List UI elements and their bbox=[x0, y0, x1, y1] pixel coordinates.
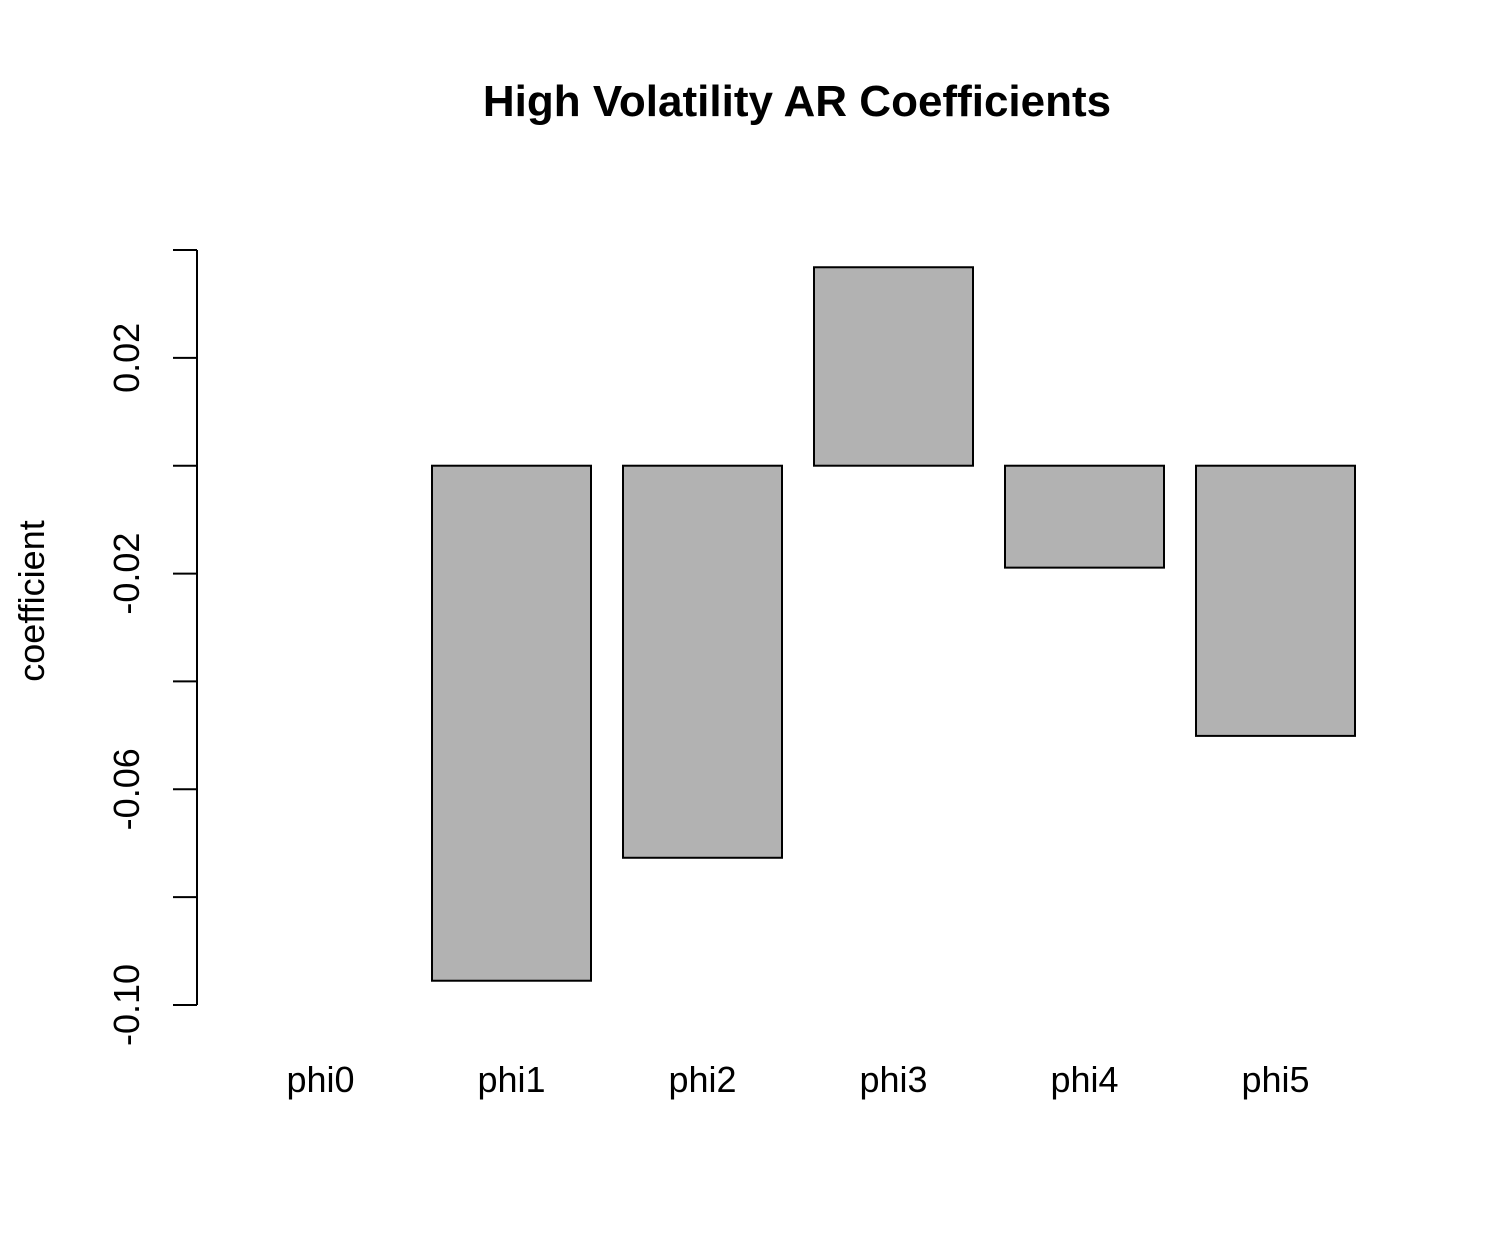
x-tick-label-phi3: phi3 bbox=[859, 1059, 927, 1100]
bar-phi2 bbox=[622, 464, 783, 859]
y-axis: -0.10 -0.06 -0.02 0.02 bbox=[106, 249, 198, 1046]
bar-phi5 bbox=[1195, 464, 1356, 737]
bars-group bbox=[431, 266, 1356, 982]
y-tick-label: -0.06 bbox=[106, 748, 147, 830]
bar-phi4 bbox=[1004, 464, 1165, 569]
y-tick-label: 0.02 bbox=[106, 323, 147, 393]
x-tick-label-phi1: phi1 bbox=[477, 1059, 545, 1100]
x-tick-label-phi5: phi5 bbox=[1241, 1059, 1309, 1100]
chart-title: High Volatility AR Coefficients bbox=[483, 77, 1111, 126]
y-tick-label: -0.02 bbox=[106, 533, 147, 615]
bar-phi3 bbox=[813, 266, 974, 467]
y-tick-label: -0.10 bbox=[106, 964, 147, 1046]
x-tick-label-phi4: phi4 bbox=[1050, 1059, 1118, 1100]
bar-phi1 bbox=[431, 464, 592, 982]
x-tick-label-phi2: phi2 bbox=[668, 1059, 736, 1100]
x-axis-labels: phi0 phi1 phi2 phi3 phi4 phi5 bbox=[286, 1059, 1309, 1100]
x-tick-label-phi0: phi0 bbox=[286, 1059, 354, 1100]
y-axis-label: coefficient bbox=[11, 520, 52, 681]
